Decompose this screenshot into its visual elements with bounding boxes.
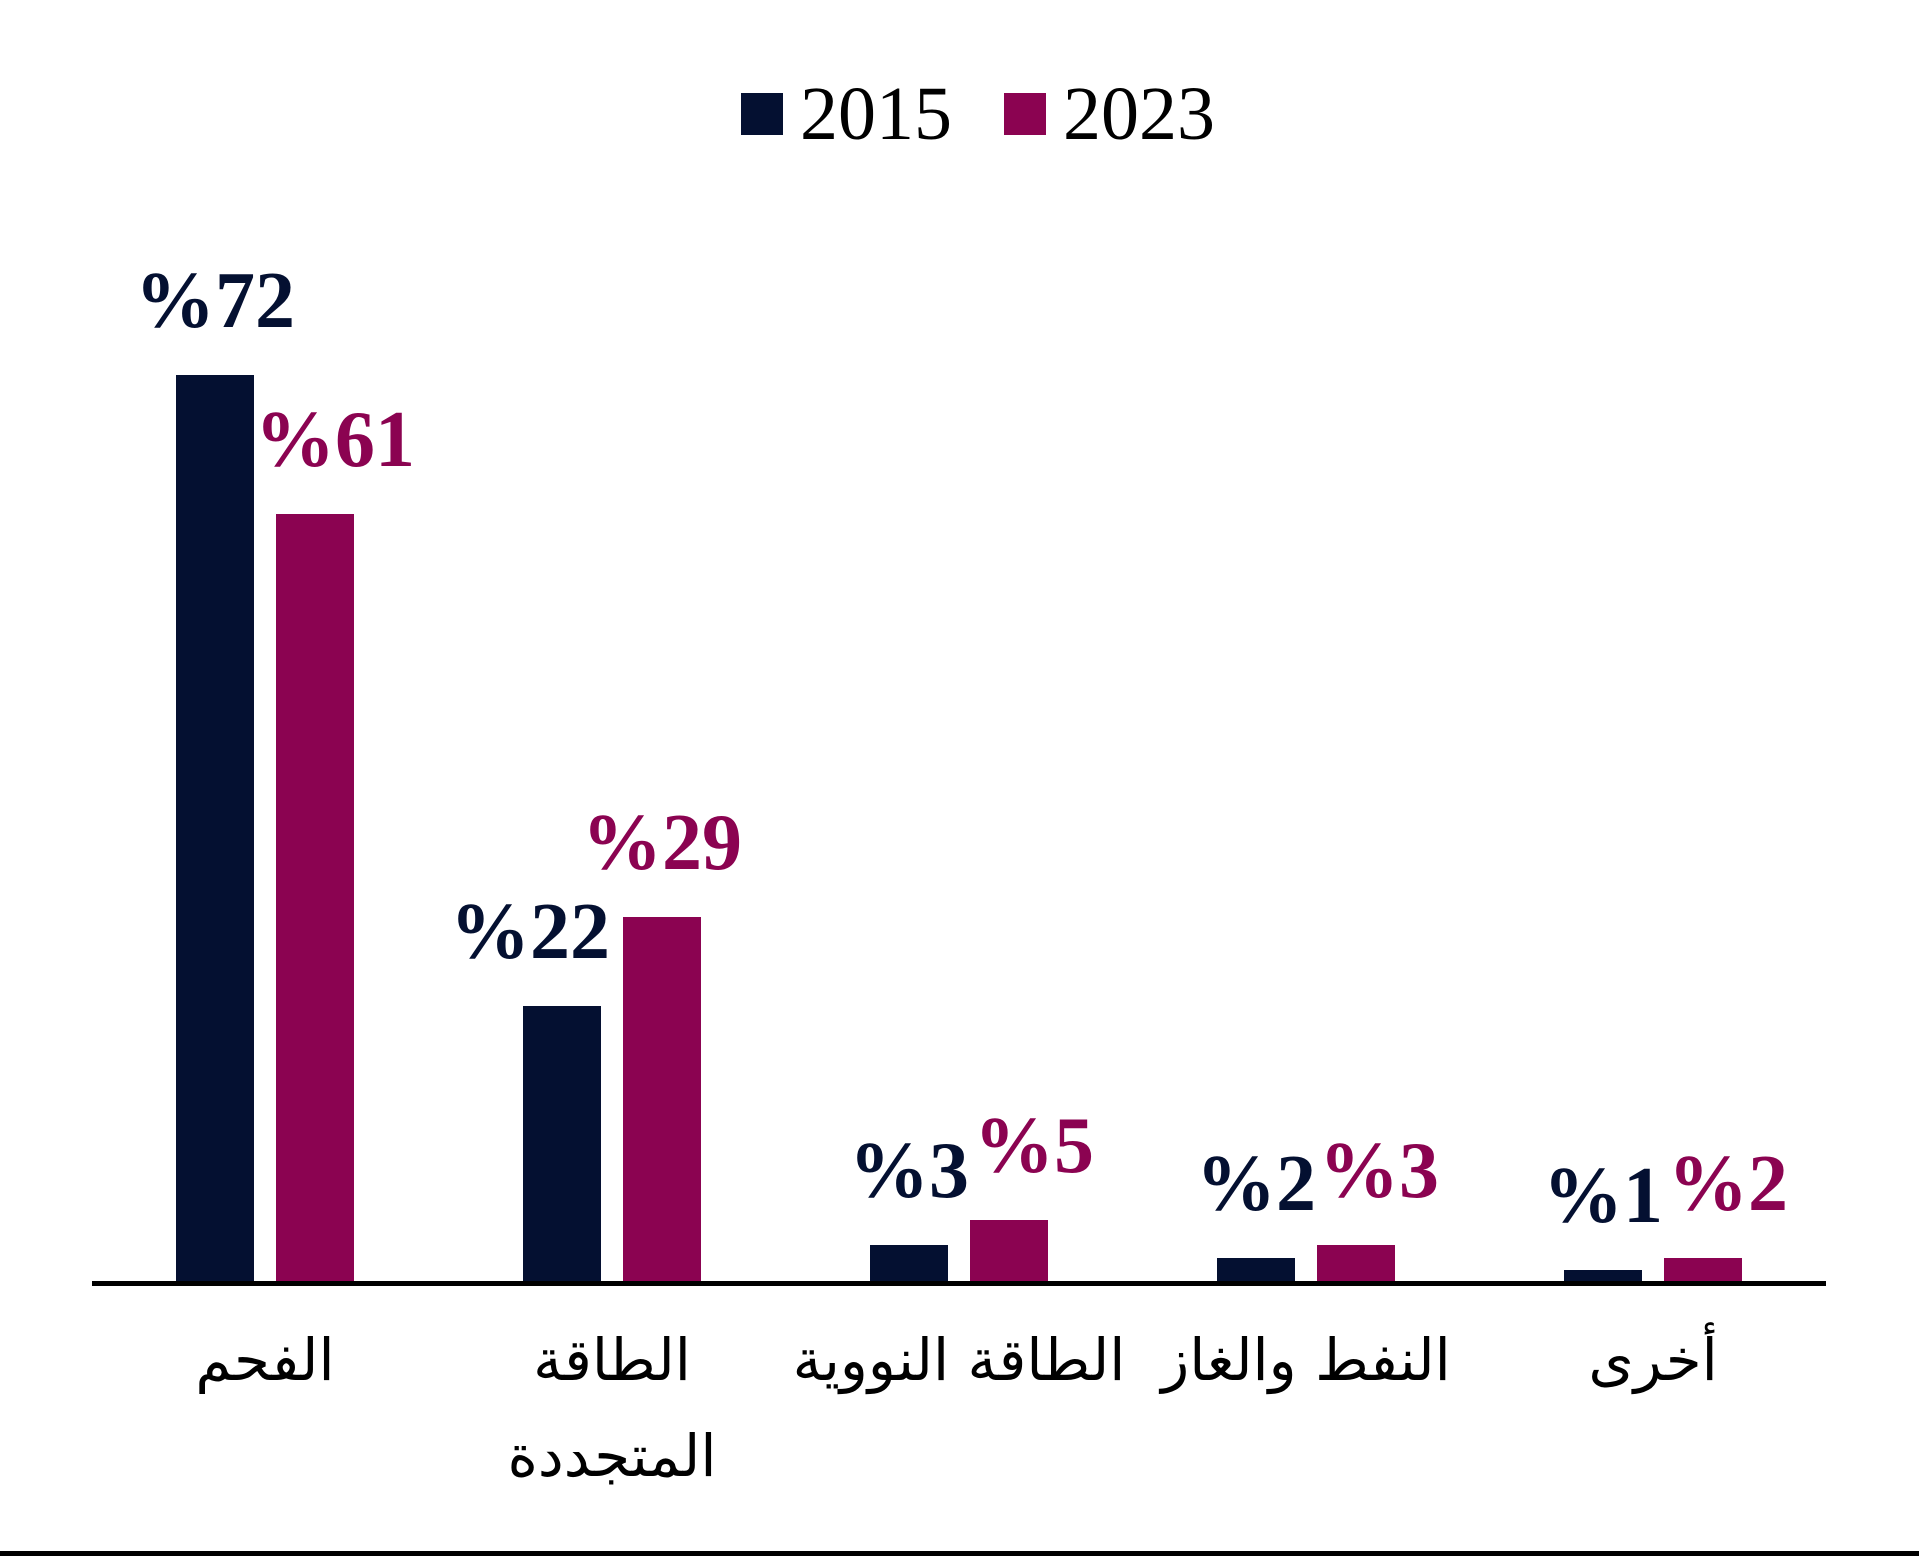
category-label-line: المتجددة — [507, 1422, 717, 1490]
data-label-2015-coal: %72 — [135, 257, 295, 345]
legend-item-2023: 2023 — [1004, 72, 1215, 156]
category-label-coal: الفحم — [25, 1312, 505, 1408]
page-bottom-border — [0, 1551, 1919, 1556]
data-label-2023-coal: %61 — [255, 396, 415, 484]
legend-swatch-2015 — [741, 93, 783, 135]
category-label-other: أخرى — [1413, 1312, 1893, 1408]
bar-2023-oil-gas — [1317, 1245, 1395, 1283]
bar-2015-renewables — [523, 1006, 601, 1283]
legend-label-2023: 2023 — [1063, 72, 1215, 156]
legend-item-2015: 2015 — [741, 72, 952, 156]
legend-label-2015: 2015 — [800, 72, 952, 156]
data-label-2015-nuclear: %3 — [849, 1127, 969, 1215]
bar-2023-renewables — [623, 917, 701, 1283]
data-label-2023-other: %2 — [1668, 1140, 1788, 1228]
bar-2015-other — [1564, 1270, 1642, 1283]
data-label-2023-oil-gas: %3 — [1319, 1127, 1439, 1215]
data-label-2015-renewables: %22 — [450, 888, 610, 976]
category-label-line: الطاقة النووية — [792, 1326, 1126, 1394]
category-label-line: النفط والغاز — [1161, 1326, 1451, 1394]
category-label-oil-gas: النفط والغاز — [1066, 1312, 1546, 1408]
data-label-2023-renewables: %29 — [582, 799, 742, 887]
category-label-renewables: الطاقة المتجددة — [372, 1312, 852, 1504]
category-label-line: أخرى — [1588, 1326, 1718, 1394]
data-label-2023-nuclear: %5 — [974, 1102, 1094, 1190]
chart-legend: 2015 2023 — [741, 72, 1215, 156]
bar-2023-other — [1664, 1258, 1742, 1283]
category-label-line: الطاقة — [533, 1326, 691, 1394]
bar-2023-coal — [276, 514, 354, 1283]
bar-2015-nuclear — [870, 1245, 948, 1283]
category-label-nuclear: الطاقة النووية — [719, 1312, 1199, 1408]
x-axis-line — [92, 1281, 1826, 1286]
bar-2015-coal — [176, 375, 254, 1283]
bar-2023-nuclear — [970, 1220, 1048, 1283]
legend-swatch-2023 — [1004, 93, 1046, 135]
category-label-line: الفحم — [195, 1326, 335, 1394]
bar-2015-oil-gas — [1217, 1258, 1295, 1283]
data-label-2015-oil-gas: %2 — [1196, 1140, 1316, 1228]
data-label-2015-other: %1 — [1543, 1152, 1663, 1240]
